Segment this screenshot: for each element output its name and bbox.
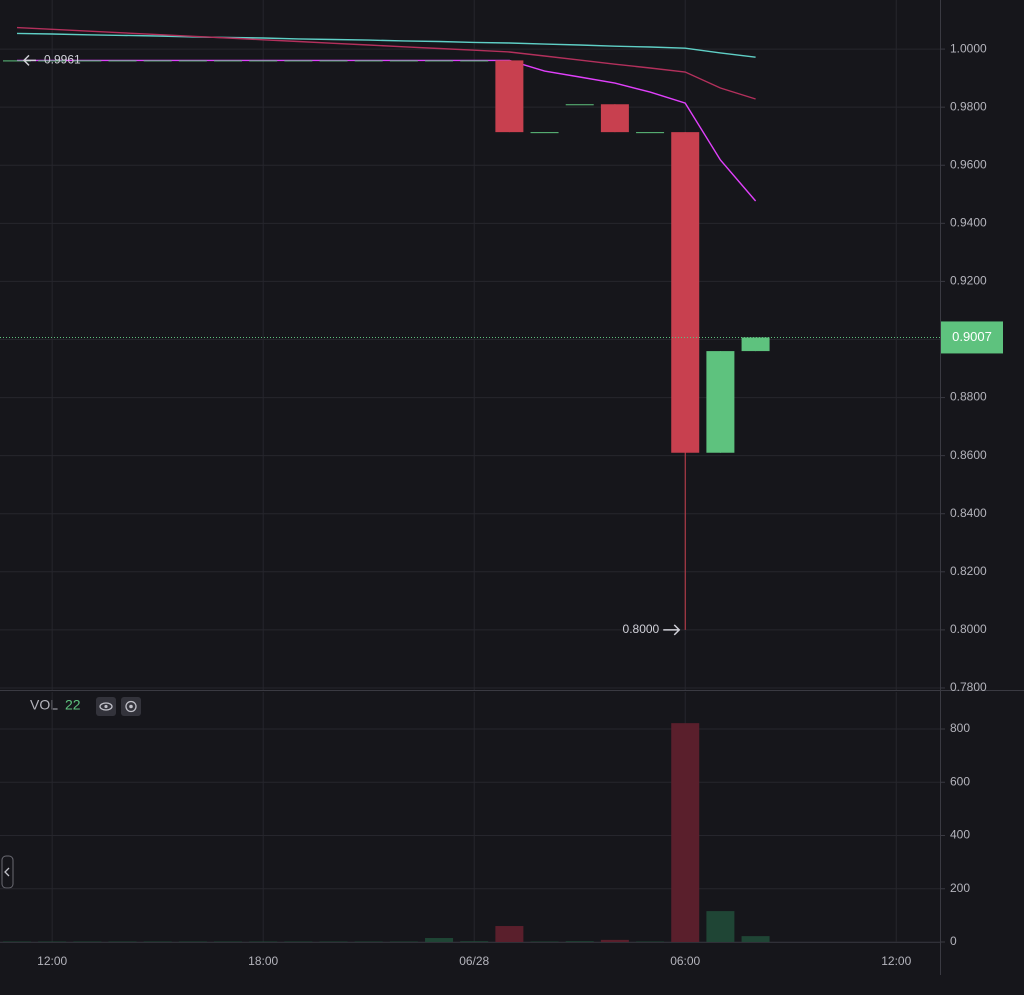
low-arrow [663,624,681,636]
y-tick-label: 0.9800 [950,99,987,113]
volume-bar [706,911,735,942]
volume-bar [214,941,243,942]
candle-body [600,104,629,133]
candle-body [389,60,418,62]
candle-body [741,337,770,352]
ma-line [16,32,756,58]
volume-bar [143,941,172,942]
candle-body [3,60,31,62]
candle-body [249,60,278,62]
y-tick-label: 0.9400 [950,215,987,229]
candle-body [73,60,102,62]
volume-bar [460,941,489,942]
volume-bar [530,941,559,942]
x-tick-label: 06/28 [459,954,489,968]
x-tick-label: 18:00 [248,954,278,968]
candle-body [495,60,524,133]
y-tick-label: 0.8000 [950,622,987,636]
y-tick-label: 0.8600 [950,448,987,462]
y-tick-label: 0.9600 [950,157,987,171]
candle-body [706,351,735,453]
candle-body [319,60,348,62]
y-tick-label: 800 [950,721,970,735]
candle-body [143,60,172,62]
volume-bar [319,941,348,942]
y-tick-label: 0.8800 [950,390,987,404]
last-price-box [941,321,1003,354]
volume-bar [249,941,278,942]
candle-body [284,60,313,62]
candle-body [108,60,137,62]
y-tick-label: 0.8400 [950,506,987,520]
settings-button[interactable] [121,697,141,716]
ma-line [17,59,757,202]
candle-body [565,104,594,106]
candle-body [354,60,383,62]
candle-body [214,60,243,62]
y-tick-label: 1.0000 [950,41,987,55]
volume-bar [741,936,770,942]
last-price-label: 0.9007 [952,329,992,344]
ma-line [16,26,756,100]
visibility-button[interactable] [96,697,116,716]
volume-title: VOL [30,697,58,713]
y-tick-label: 400 [950,828,970,842]
low-label: 0.8000 [623,622,660,636]
volume-bar [495,926,524,942]
volume-bar [3,941,31,942]
x-tick-label: 12:00 [881,954,911,968]
y-tick-label: 0 [950,934,957,948]
candle-body [671,132,700,453]
candle-body [178,60,207,62]
volume-bar [425,938,454,942]
volume-bar [389,941,418,942]
volume-bar [636,941,665,942]
high-label: 0.9961 [44,53,81,67]
volume-bar [38,941,67,942]
y-tick-label: 0.7800 [950,680,987,694]
volume-bar [600,939,629,942]
candle-body [425,60,454,62]
volume-bar [73,941,102,942]
volume-bar [354,941,383,942]
volume-bar [178,941,207,942]
volume-current: 22 [65,697,81,713]
high-arrow [22,54,36,66]
candle-body [38,60,67,62]
candle-body [460,60,489,62]
y-tick-label: 0.8200 [950,564,987,578]
labels-layer: 1.00000.98000.96000.94000.92000.90000.88… [22,41,1003,968]
volume-bar [671,723,700,942]
x-tick-label: 06:00 [670,954,700,968]
y-tick-label: 0.9200 [950,274,987,288]
volume-bar [565,941,594,942]
volume-bar [108,941,137,942]
candle-body [530,132,559,134]
y-tick-label: 200 [950,881,970,895]
x-tick-label: 12:00 [37,954,67,968]
collapse-button[interactable] [1,855,14,889]
candle-body [636,132,665,134]
volume-bar [284,941,313,942]
marks-layer [0,26,940,942]
y-tick-label: 600 [950,774,970,788]
